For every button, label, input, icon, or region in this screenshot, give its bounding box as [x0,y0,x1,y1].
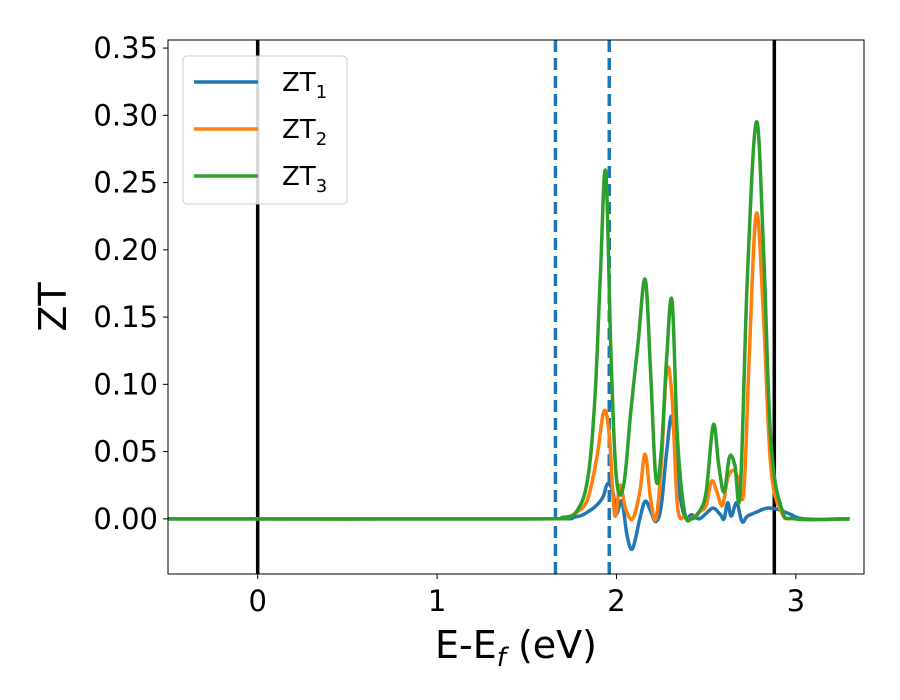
legend-label-sub: 2 [316,129,327,150]
legend-label-sub: 3 [316,176,327,197]
x-axis-ticks: 0 1 2 3 [248,574,805,618]
x-axis-title-tail: (eV) [506,623,597,667]
y-tick-label: 0.15 [93,300,158,334]
legend-label-zt2: ZT2 [282,115,327,150]
y-tick-label: 0.20 [93,233,158,267]
legend-label-main: ZT [282,162,316,192]
x-tick-label: 2 [607,584,625,618]
y-tick-label: 0.10 [93,367,158,401]
legend-label-main: ZT [282,115,316,145]
series-lines [168,120,850,551]
legend-label-zt3: ZT3 [282,162,327,197]
y-axis-title: ZT [31,282,75,332]
legend-label-sub: 1 [316,82,327,103]
x-axis-title: E-Ef (eV) [435,623,597,673]
x-tick-label: 0 [248,584,266,618]
series-line-zt3 [168,120,850,523]
x-tick-label: 3 [787,584,805,618]
legend-box [182,55,348,205]
y-tick-label: 0.35 [93,31,158,65]
x-axis-title-main: E-E [435,623,497,667]
y-axis-ticks: 0.00 0.05 0.10 0.15 0.20 0.25 0.30 0.35 [93,31,168,536]
series-line-zt2 [168,211,850,522]
legend-label-zt1: ZT1 [282,68,327,103]
plot-frame [167,39,865,575]
y-tick-label: 0.05 [93,435,158,469]
y-tick-label: 0.30 [93,98,158,132]
y-tick-label: 0.25 [93,166,158,200]
x-tick-label: 1 [428,584,446,618]
y-tick-label: 0.00 [93,502,158,536]
legend-label-main: ZT [282,68,316,98]
